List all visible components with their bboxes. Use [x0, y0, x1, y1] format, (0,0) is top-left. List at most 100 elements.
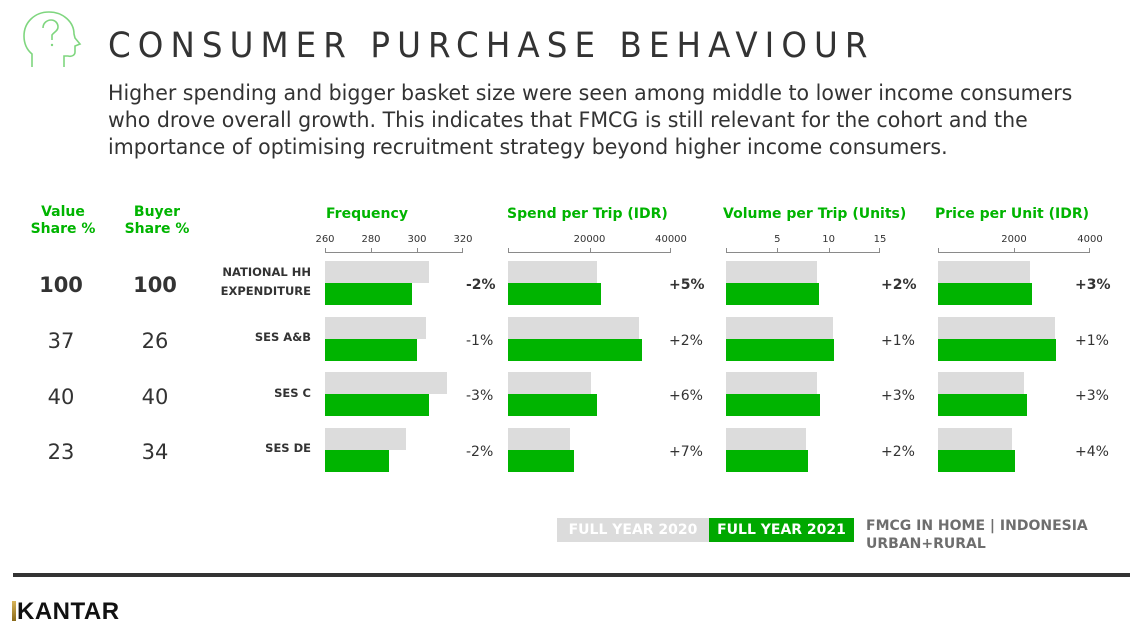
bar-2021-frequency: [325, 394, 429, 416]
axis-tick-label: 15: [873, 234, 887, 245]
change-label-frequency: -2%: [466, 277, 496, 293]
bar-2020-spend-per-trip: [508, 372, 591, 394]
axis-tick-label: 20000: [573, 234, 606, 245]
bar-2021-frequency: [325, 339, 417, 361]
buyer-share-national: 100: [133, 273, 177, 297]
buyer-share-header: Buyer Share %: [124, 204, 190, 238]
axis-volume-per-trip: 5 10 15: [726, 234, 886, 253]
legend-note-line2: URBAN+RURAL: [866, 536, 986, 552]
bar-2020-volume-per-trip: [726, 372, 818, 394]
head-question-icon: [22, 10, 82, 68]
axis-tick-label: 40000: [655, 234, 687, 245]
buyer-share-ses-de: 34: [141, 440, 169, 464]
buyer-share-header-line2: Share %: [124, 221, 190, 237]
change-label-price-per-unit: +1%: [1075, 333, 1109, 349]
change-label-price-per-unit: +3%: [1075, 277, 1111, 293]
legend-note: FMCG IN HOME | INDONESIA URBAN+RURAL: [866, 517, 1088, 553]
bar-2020-frequency: [325, 317, 427, 339]
bar-2021-volume-per-trip: [726, 394, 821, 416]
buyer-share-ses-c: 40: [141, 385, 169, 409]
bar-2021-spend-per-trip: [508, 394, 597, 416]
page-title: CONSUMER PURCHASE BEHAVIOUR: [108, 26, 875, 66]
bar-2020-price-per-unit: [938, 428, 1013, 450]
bar-2020-frequency: [325, 372, 447, 394]
bar-2020-frequency: [325, 428, 406, 450]
row-label-national-line1: NATIONAL HH: [222, 265, 311, 279]
chart-title-price-per-unit: Price per Unit (IDR): [935, 206, 1090, 222]
axis-tick: [325, 248, 326, 253]
bar-2020-spend-per-trip: [508, 428, 570, 450]
axis-tick-label: 5: [774, 234, 781, 245]
bar-2021-spend-per-trip: [508, 283, 601, 305]
value-share-ses-ab: 37: [47, 329, 75, 353]
bar-2020-volume-per-trip: [726, 428, 807, 450]
buyer-share-header-line1: Buyer: [133, 204, 181, 220]
bar-2021-price-per-unit: [938, 394, 1027, 416]
axis-frequency: 260 280 300 320: [315, 234, 473, 253]
bar-2021-spend-per-trip: [508, 339, 642, 361]
change-label-volume-per-trip: +2%: [881, 444, 915, 460]
bar-2020-spend-per-trip: [508, 317, 639, 339]
bar-2020-volume-per-trip: [726, 317, 833, 339]
logo-bar-icon: [12, 601, 16, 621]
page-subtitle: Higher spending and bigger basket size w…: [108, 81, 1073, 160]
change-label-spend-per-trip: +5%: [669, 277, 705, 293]
bar-2021-volume-per-trip: [726, 339, 834, 361]
value-share-ses-c: 40: [47, 385, 75, 409]
change-label-price-per-unit: +3%: [1075, 388, 1109, 404]
axis-tick-label: 280: [361, 234, 381, 245]
row-label-ses-ab: SES A&B: [254, 330, 311, 344]
axis-tick-label: 300: [407, 234, 427, 245]
bar-2021-volume-per-trip: [726, 450, 809, 472]
legend-full-year-2020: FULL YEAR 2020: [557, 518, 709, 542]
bar-2020-price-per-unit: [938, 261, 1030, 283]
change-label-volume-per-trip: +2%: [881, 277, 917, 293]
bar-2021-spend-per-trip: [508, 450, 574, 472]
change-label-spend-per-trip: +2%: [669, 333, 703, 349]
change-label-volume-per-trip: +3%: [881, 388, 915, 404]
axis-tick: [938, 248, 939, 253]
row-label-national-line2: EXPENDITURE: [220, 284, 311, 298]
axis-tick: [670, 248, 671, 253]
axis-spend-per-trip: 20000 40000: [508, 234, 687, 253]
axis-tick: [828, 248, 830, 253]
bar-2020-price-per-unit: [938, 317, 1056, 339]
axis-tick: [371, 248, 372, 253]
chart-title-spend-per-trip: Spend per Trip (IDR): [507, 206, 668, 222]
axis-tick: [417, 248, 418, 253]
value-share-national: 100: [39, 273, 83, 297]
value-share-header: Value Share %: [30, 204, 96, 238]
axis-tick: [462, 248, 463, 253]
axis-tick-label: 2000: [1001, 234, 1027, 245]
axis-tick-label: 260: [315, 234, 335, 245]
change-label-spend-per-trip: +7%: [669, 444, 703, 460]
bar-2020-spend-per-trip: [508, 261, 597, 283]
axis-tick: [1089, 248, 1090, 253]
axis-price-per-unit: 2000 4000: [938, 234, 1103, 253]
logo-text: KANTAR: [17, 598, 120, 625]
buyer-share-ses-ab: 26: [141, 329, 169, 353]
axis-tick: [777, 248, 779, 253]
axis-tick: [879, 248, 880, 253]
bar-2020-price-per-unit: [938, 372, 1024, 394]
change-label-frequency: -2%: [466, 444, 494, 460]
bar-2021-volume-per-trip: [726, 283, 820, 305]
change-label-price-per-unit: +4%: [1075, 444, 1109, 460]
row-label-national: NATIONAL HH EXPENDITURE: [191, 263, 311, 301]
axis-tick: [589, 248, 591, 253]
footer-divider: [13, 573, 1130, 577]
bar-2020-volume-per-trip: [726, 261, 818, 283]
change-label-volume-per-trip: +1%: [881, 333, 915, 349]
chart-title-frequency: Frequency: [326, 206, 408, 222]
bar-2021-price-per-unit: [938, 339, 1057, 361]
bar-2020-frequency: [325, 261, 429, 283]
legend-note-line1: FMCG IN HOME | INDONESIA: [866, 518, 1088, 534]
axis-tick: [508, 248, 509, 253]
row-label-ses-c: SES C: [274, 386, 311, 400]
bar-2021-frequency: [325, 450, 390, 472]
axis-tick-label: 320: [453, 234, 473, 245]
axis-tick: [1014, 248, 1015, 253]
change-label-spend-per-trip: +6%: [669, 388, 703, 404]
change-label-frequency: -1%: [466, 333, 494, 349]
change-label-frequency: -3%: [466, 388, 494, 404]
